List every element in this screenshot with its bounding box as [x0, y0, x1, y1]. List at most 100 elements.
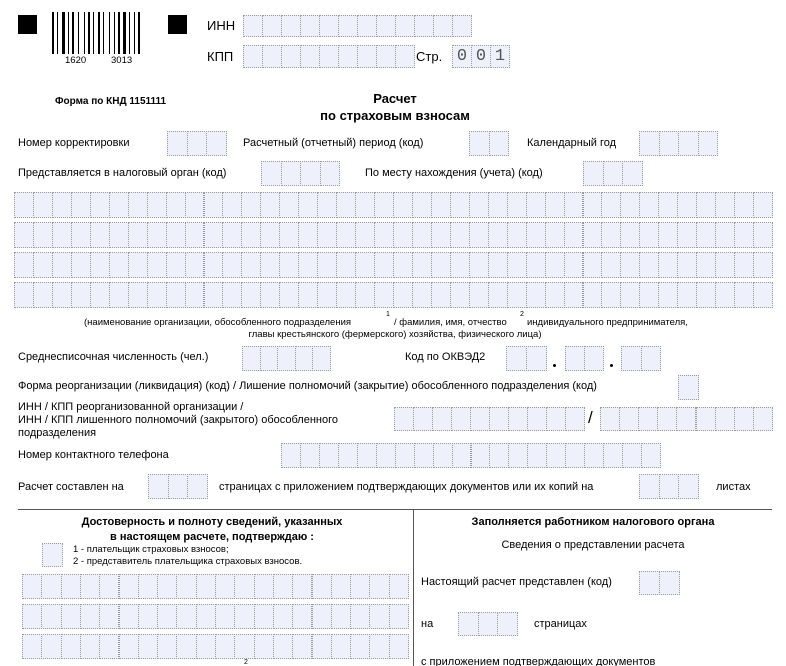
input-cell	[525, 252, 546, 278]
input-cell	[253, 634, 274, 659]
input-cell	[176, 634, 197, 659]
input-cell	[734, 192, 755, 218]
barcode-bar	[118, 12, 120, 54]
barcode-bar	[88, 12, 90, 54]
barcode-bar	[72, 12, 74, 54]
input-cell	[376, 45, 396, 68]
input-cell	[336, 222, 357, 248]
input-cell	[678, 474, 699, 499]
input-cell	[146, 192, 167, 218]
input-cell	[508, 443, 529, 468]
input-cell	[525, 282, 546, 308]
input-cell	[639, 474, 660, 499]
input-cell	[317, 192, 338, 218]
input-cell: 0	[471, 45, 491, 68]
input-cell	[318, 443, 339, 468]
input-cell	[241, 192, 262, 218]
footnote-mark: 1	[386, 311, 390, 318]
barcode-bar	[52, 12, 54, 54]
input-cell	[32, 252, 53, 278]
input-cell	[330, 574, 352, 599]
input-cell	[432, 443, 453, 468]
input-cell	[279, 222, 300, 248]
input-cell	[51, 222, 72, 248]
input-cell	[734, 222, 755, 248]
input-cell	[215, 604, 236, 629]
input-cell	[376, 15, 396, 37]
input-cell	[388, 574, 409, 599]
input-cell	[430, 282, 451, 308]
separator	[610, 364, 613, 367]
input-cell	[14, 222, 34, 248]
input-cell	[355, 252, 376, 278]
input-cell	[14, 252, 34, 278]
barcode-bar	[134, 12, 135, 54]
input-cell	[620, 282, 641, 308]
input-cell	[330, 604, 352, 629]
input-cell	[374, 282, 394, 308]
input-cell	[259, 346, 279, 371]
input-cell	[319, 45, 339, 68]
input-cell	[601, 282, 622, 308]
input-cell	[222, 282, 243, 308]
input-cell	[262, 45, 282, 68]
input-cell	[51, 192, 72, 218]
input-cell	[157, 574, 178, 599]
label: страницах	[534, 618, 587, 630]
input-cell	[261, 161, 282, 186]
label: на	[421, 618, 434, 630]
input-cell	[298, 222, 319, 248]
input-cell	[234, 604, 255, 629]
input-cell	[176, 604, 197, 629]
form-code: Форма по КНД 1151111	[55, 96, 167, 107]
input-cell	[203, 192, 224, 218]
input-cell	[262, 15, 282, 37]
input-cell	[601, 252, 622, 278]
input-cell	[89, 222, 110, 248]
input-cell	[165, 222, 186, 248]
input-cell	[89, 252, 110, 278]
input-cell	[752, 407, 773, 431]
input-cell	[281, 45, 301, 68]
caption: главы крестьянского (фермерского) хозяйс…	[248, 329, 542, 340]
marker	[18, 15, 37, 34]
input-cell	[411, 222, 432, 248]
input-cell	[544, 252, 565, 278]
input-cell	[242, 346, 261, 371]
input-cell	[70, 252, 91, 278]
input-cell	[195, 574, 216, 599]
input-cell	[203, 282, 224, 308]
input-cell	[167, 474, 188, 499]
input-cell	[350, 604, 371, 629]
input-cell	[108, 222, 129, 248]
input-cell	[497, 612, 518, 636]
input-cell	[281, 443, 301, 468]
label: подразделения	[18, 427, 97, 439]
input-cell	[243, 15, 263, 37]
input-cell	[413, 443, 434, 468]
input-cell	[184, 222, 205, 248]
input-cell	[298, 252, 319, 278]
input-cell	[658, 131, 679, 156]
input-cell	[602, 161, 623, 186]
input-cell	[137, 574, 159, 599]
input-cell	[60, 634, 81, 659]
input-cell	[565, 443, 586, 468]
input-cell	[489, 407, 509, 431]
input-cell	[300, 161, 321, 186]
input-cell	[487, 222, 508, 248]
input-cell	[203, 222, 224, 248]
input-cell	[676, 407, 697, 431]
marker	[168, 15, 187, 34]
input-cell	[546, 407, 566, 431]
input-cell	[184, 282, 205, 308]
input-cell	[292, 604, 313, 629]
input-cell	[148, 474, 169, 499]
input-cell	[374, 222, 394, 248]
divider	[18, 509, 772, 510]
label: Среднесписочная численность (чел.)	[18, 351, 209, 363]
label: Номер контактного телефона	[18, 449, 169, 461]
input-cell	[14, 192, 34, 218]
input-cell	[449, 222, 470, 248]
block-title: в настоящем расчете, подтверждаю :	[110, 531, 314, 543]
